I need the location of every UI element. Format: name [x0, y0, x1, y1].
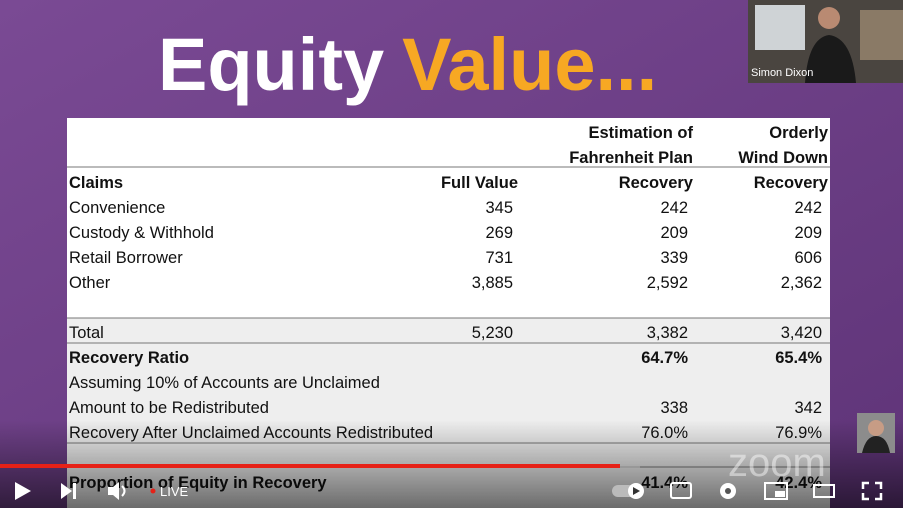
table-cell: 338 — [660, 399, 688, 417]
row-label: Other — [69, 274, 111, 292]
live-dot — [150, 488, 156, 494]
column-header: Full Value — [441, 174, 518, 192]
row-label: Assuming 10% of Accounts are Unclaimed — [69, 374, 380, 392]
column-header: Recovery — [754, 174, 829, 192]
table-cell: 242 — [660, 199, 688, 217]
column-header: Estimation of — [588, 124, 693, 142]
table-cell: 342 — [794, 399, 822, 417]
table-cell: 606 — [794, 249, 822, 267]
column-header: Fahrenheit Plan — [569, 149, 693, 167]
table-cell: 3,885 — [472, 274, 513, 292]
table-cell: 339 — [660, 249, 688, 267]
table-cell: 269 — [485, 224, 513, 242]
live-label[interactable]: LIVE — [160, 484, 189, 499]
captions-button[interactable] — [670, 482, 692, 499]
table-cell: 209 — [660, 224, 688, 242]
title-part: Value... — [402, 23, 657, 106]
row-label: Total — [69, 324, 104, 342]
progress-bar[interactable] — [0, 464, 620, 468]
table-cell: 242 — [794, 199, 822, 217]
speaker-video: Simon Dixon — [748, 0, 903, 83]
speaker-name: Simon Dixon — [751, 67, 813, 79]
autoplay-toggle[interactable] — [612, 483, 644, 499]
title-part: Equity — [158, 23, 384, 106]
row-label: Recovery Ratio — [69, 349, 189, 367]
presenter-thumbnail — [857, 413, 895, 453]
table-cell: 345 — [485, 199, 513, 217]
table-cell: 2,592 — [647, 274, 688, 292]
fullscreen-button[interactable] — [861, 481, 883, 501]
settings-button[interactable] — [720, 483, 736, 499]
table-cell: 3,382 — [647, 324, 688, 342]
table-cell: 3,420 — [781, 324, 822, 342]
row-label: Amount to be Redistributed — [69, 399, 269, 417]
miniplayer-button[interactable] — [764, 482, 788, 500]
play-button[interactable] — [15, 482, 31, 500]
table-cell: 65.4% — [775, 349, 822, 367]
column-header: Orderly — [769, 124, 829, 142]
table-cell: 209 — [794, 224, 822, 242]
column-header: Recovery — [619, 174, 694, 192]
column-header: Wind Down — [738, 149, 828, 167]
row-label: Convenience — [69, 199, 165, 217]
next-button[interactable] — [61, 483, 76, 499]
row-label: Custody & Withhold — [69, 224, 214, 242]
theater-button[interactable] — [813, 484, 835, 498]
slide-title: Equity Value... — [158, 23, 657, 106]
zoom-watermark: zoom — [728, 441, 826, 485]
table-cell: 731 — [485, 249, 513, 267]
row-label: Retail Borrower — [69, 249, 183, 267]
table-cell: 2,362 — [781, 274, 822, 292]
table-cell: 64.7% — [641, 349, 688, 367]
volume-button[interactable] — [108, 482, 126, 500]
table-cell: 5,230 — [472, 324, 513, 342]
column-header: Claims — [69, 174, 123, 192]
